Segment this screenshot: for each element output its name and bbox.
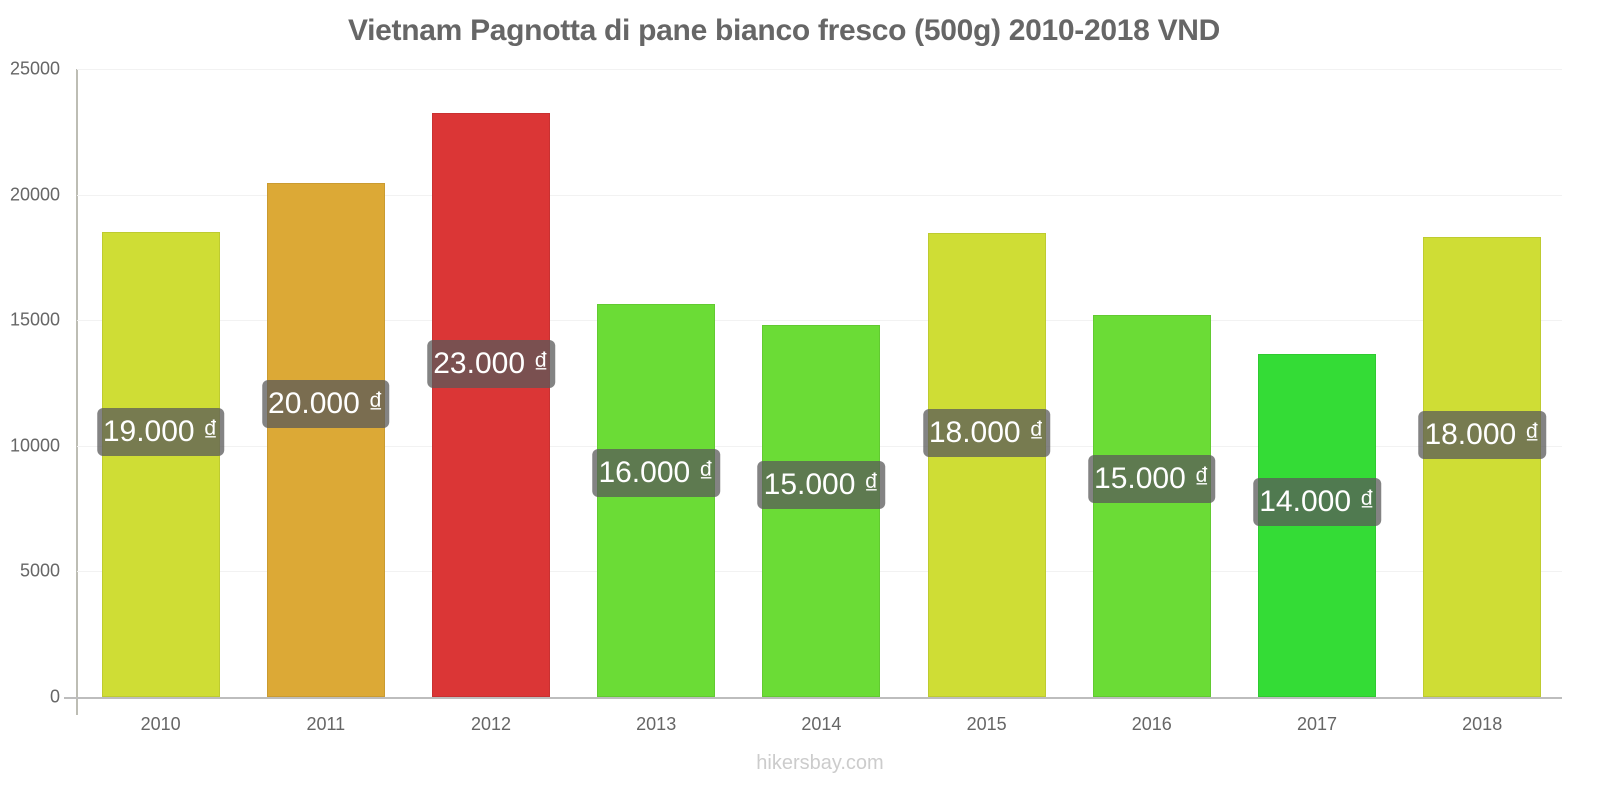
chart-title: Vietnam Pagnotta di pane bianco fresco (… (347, 14, 1221, 47)
data-label: 18.000 ₫ (1418, 410, 1546, 459)
x-tick-label: 2018 (1462, 714, 1503, 734)
data-label: 14.000 ₫ (1253, 477, 1381, 526)
gridline (77, 69, 1562, 70)
bar-2017[interactable] (1258, 354, 1376, 697)
data-label: 20.000 ₫ (262, 380, 390, 429)
y-tick-label: 15000 (9, 309, 60, 330)
x-tick-label: 2011 (306, 714, 346, 734)
y-axis-line (76, 69, 78, 715)
y-tick-label: 20000 (9, 184, 60, 205)
x-tick-label: 2015 (966, 714, 1007, 734)
bar-2011[interactable] (266, 183, 385, 697)
x-tick-label: 2012 (470, 714, 512, 734)
x-tick-label: 2016 (1131, 714, 1172, 734)
x-tick-label: 2014 (801, 714, 842, 734)
bar-2010[interactable] (101, 232, 220, 697)
bar-2016[interactable] (1092, 314, 1211, 697)
bar-2013[interactable] (597, 304, 716, 697)
data-label: 19.000 ₫ (96, 407, 225, 456)
y-tick-label: 10000 (9, 435, 60, 456)
data-label: 23.000 ₫ (427, 340, 555, 389)
y-tick-label: 25000 (9, 58, 60, 79)
gridline (77, 320, 1562, 322)
data-label: 18.000 ₫ (922, 408, 1051, 457)
data-label: 15.000 ₫ (1088, 455, 1216, 504)
x-tick-label: 2013 (636, 714, 677, 734)
watermark: hikersbay.com (756, 752, 884, 774)
data-label: 15.000 ₫ (757, 460, 886, 509)
x-axis-line (64, 697, 1562, 699)
gridline (77, 194, 1562, 196)
data-label: 16.000 ₫ (592, 449, 720, 498)
x-tick-label: 2010 (140, 714, 181, 734)
y-tick-label: 0 (49, 686, 60, 707)
bar-2014[interactable] (762, 324, 881, 697)
bar-2012[interactable] (432, 112, 550, 697)
bar-2015[interactable] (927, 233, 1046, 697)
y-tick-label: 5000 (19, 560, 60, 581)
x-tick-label: 2017 (1296, 714, 1338, 734)
bar-2018[interactable] (1423, 237, 1542, 697)
